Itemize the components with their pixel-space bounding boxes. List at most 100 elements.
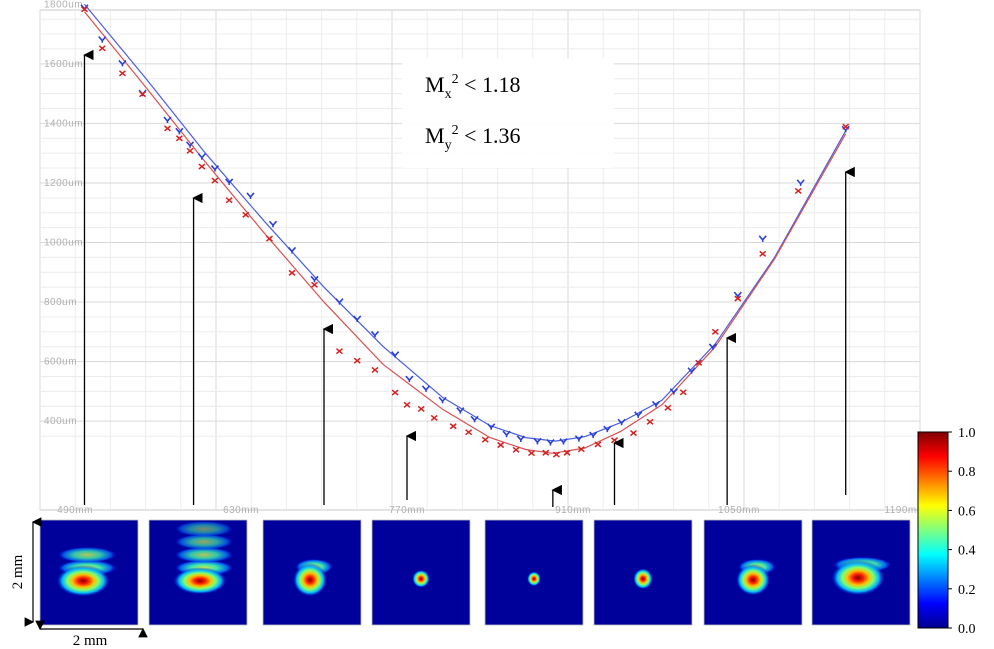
red-data-point (371, 366, 379, 374)
red-data-point (265, 235, 273, 242)
beam-profile-6 (593, 519, 693, 626)
blue-data-point (438, 396, 447, 404)
red-data-point (417, 405, 425, 413)
beam-profile-1 (39, 519, 139, 626)
blue-data-point (603, 425, 612, 433)
y-tick-label: 400um (44, 416, 77, 427)
red-data-point (391, 389, 399, 396)
red-data-point (512, 446, 520, 453)
red-data-point (164, 125, 171, 132)
red-data-point (430, 414, 438, 421)
blue-data-point (335, 298, 344, 305)
blue-data-point (353, 315, 362, 322)
profile-arrows (83, 49, 855, 507)
colorbar-tick-label: 0.4 (958, 544, 976, 559)
red-data-point (629, 430, 637, 437)
red-data-point (711, 328, 719, 335)
colorbar-tick-label: 1.0 (958, 426, 976, 441)
blue-data-point (487, 423, 496, 430)
blue-data-point (175, 127, 184, 135)
blue-data-point (310, 275, 319, 283)
blue-data-point (391, 351, 400, 358)
red-data-point (646, 418, 654, 425)
blue-data-point (370, 330, 380, 338)
beam-profile-strip (39, 519, 911, 626)
caustic-plot: 400um 600um 800um 1000um 1200um 1400um 1600um 1… (39, 0, 925, 516)
blue-data-point (405, 375, 414, 383)
y-tick-label: 1800um (44, 0, 83, 10)
red-data-point (311, 281, 318, 288)
red-data-point (664, 404, 672, 411)
beam-profile-4 (371, 519, 471, 626)
mx-squared-label: Mx2 < 1.18 (425, 72, 520, 102)
blue-data-point (197, 153, 206, 160)
y-tick-label: 1200um (44, 178, 83, 189)
red-data-point (403, 401, 411, 408)
beam-profile-5 (484, 519, 584, 626)
vertical-scale-label: 2 mm (10, 554, 26, 589)
colorbar-tick-label: 0.2 (958, 583, 976, 598)
blue-data-point (758, 235, 767, 242)
fit-curves (84, 3, 847, 454)
red-data-point (198, 163, 206, 170)
x-tick-label: 770mm (389, 505, 425, 516)
measurement-points (80, 4, 850, 458)
blue-data-point (421, 385, 431, 392)
red-data-point (695, 359, 703, 366)
m-squared-annotation: Mx2 < 1.18 My2 < 1.36 (402, 58, 614, 168)
red-data-point (225, 197, 233, 204)
red-data-point (288, 269, 296, 276)
fit-curve (84, 11, 847, 454)
beam-profile-3 (262, 519, 362, 626)
red-data-point (563, 449, 571, 456)
x-tick-label: 1050mm (718, 505, 760, 516)
y-tick-label: 1600um (44, 59, 83, 70)
profile-spot (735, 564, 771, 596)
blue-data-point (502, 430, 511, 438)
blue-data-point (687, 367, 696, 374)
y-tick-label: 800um (44, 297, 77, 308)
blue-data-point (546, 438, 555, 446)
blue-data-point (708, 343, 718, 350)
blue-data-point (210, 165, 220, 172)
colorbar-gradient (917, 431, 949, 629)
blue-data-point (185, 141, 195, 148)
red-data-point (842, 123, 850, 130)
blue-data-point (287, 246, 297, 254)
colorbar: 0.0 0.2 0.4 0.6 0.8 1.0 (917, 426, 976, 637)
blue-data-point (574, 435, 584, 442)
profile-spot (831, 559, 886, 596)
profile-spot (56, 565, 111, 597)
x-tick-label: 490mm (57, 505, 93, 516)
red-data-point (211, 177, 219, 184)
blue-data-point (470, 415, 479, 423)
blue-data-point (617, 418, 626, 426)
profile-spot (173, 567, 227, 595)
red-data-point (335, 348, 343, 355)
x-tick-label: 630mm (223, 505, 259, 516)
colorbar-tick-label: 0.0 (958, 622, 976, 637)
red-data-point (175, 135, 183, 142)
blue-data-point (516, 435, 525, 442)
red-data-point (481, 436, 489, 443)
profile-spot (412, 569, 430, 588)
red-data-point (449, 423, 457, 430)
y-tick-label: 1000um (44, 238, 83, 249)
blue-data-point (225, 178, 234, 185)
red-data-point (353, 357, 361, 364)
red-data-point (594, 441, 602, 448)
red-data-point (552, 451, 560, 458)
red-data-point (734, 295, 742, 302)
blue-data-point (163, 116, 172, 124)
blue-data-point (841, 125, 850, 133)
red-data-point (759, 250, 767, 257)
colorbar-ticks: 0.0 0.2 0.4 0.6 0.8 1.0 (948, 426, 976, 637)
profile-fringe (174, 546, 234, 563)
blue-data-point (559, 438, 568, 445)
blue-data-point (456, 407, 465, 414)
red-data-point (794, 187, 802, 195)
blue-data-point (651, 400, 661, 408)
beam-profile-2 (148, 519, 248, 626)
red-data-point (98, 45, 106, 52)
